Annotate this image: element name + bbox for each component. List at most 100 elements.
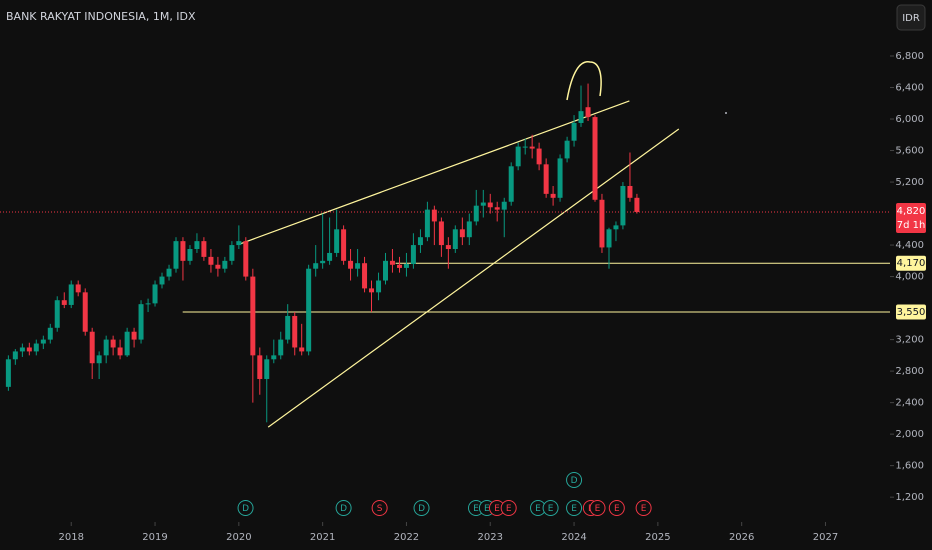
candle-body	[306, 268, 312, 352]
y-tick-label: 2,400	[895, 398, 924, 409]
candle-body	[264, 359, 270, 379]
candle-body	[613, 225, 619, 230]
candle-body	[410, 245, 416, 264]
candle-body	[285, 315, 291, 340]
candle-body	[26, 347, 32, 352]
event-marker	[589, 500, 606, 516]
candle-body	[180, 241, 186, 261]
candle-body	[299, 347, 305, 352]
candle-body	[201, 241, 207, 257]
event-label: D	[340, 504, 347, 514]
candle-body	[459, 229, 465, 238]
candle-body	[159, 276, 165, 285]
candle-body	[271, 355, 277, 360]
candle-body	[564, 140, 570, 159]
candle-body	[61, 300, 67, 305]
event-label: S	[377, 504, 383, 514]
candle-body	[620, 185, 626, 226]
candle-body	[243, 241, 249, 277]
price-tag-countdown: 7d 1h	[897, 220, 926, 231]
y-tick-label: 4,400	[895, 240, 924, 251]
candle-body	[5, 359, 11, 387]
candle-body	[627, 185, 633, 198]
candle-body	[396, 264, 402, 268]
event-label: D	[571, 476, 578, 486]
candle-body	[75, 284, 81, 293]
candle-body	[110, 339, 116, 348]
candle-body	[515, 146, 521, 167]
event-label: E	[473, 504, 479, 514]
event-label: E	[535, 504, 541, 514]
candle-body	[173, 241, 179, 269]
event-marker	[566, 472, 583, 488]
candle-body	[522, 146, 528, 148]
event-label: E	[484, 504, 490, 514]
trend-line	[239, 100, 630, 245]
candle-body	[494, 207, 500, 210]
candle-body	[417, 237, 423, 246]
candle-body	[152, 284, 158, 304]
candle-body	[536, 148, 542, 165]
candle-body	[208, 256, 214, 265]
candle-body	[452, 229, 458, 250]
candle-body	[236, 241, 242, 246]
candle-body	[187, 249, 193, 261]
y-tick-label: 5,200	[895, 177, 924, 188]
candle-body	[166, 268, 172, 277]
y-tick-label: 3,200	[895, 335, 924, 346]
candle-body	[348, 260, 354, 269]
event-marker	[500, 500, 517, 516]
candle-body	[320, 260, 326, 264]
candle-body	[47, 327, 53, 340]
event-marker	[371, 500, 388, 516]
currency-button[interactable]	[896, 4, 926, 31]
y-tick-label: 1,200	[895, 492, 924, 503]
event-marker	[335, 500, 352, 516]
candle-body	[480, 202, 486, 206]
candle-body	[278, 339, 284, 356]
candle-body	[592, 117, 598, 200]
candle-body	[389, 260, 395, 265]
candle-body	[131, 331, 137, 340]
candle-body	[33, 343, 39, 352]
candle-body	[292, 315, 298, 348]
candle-body	[557, 158, 563, 198]
event-label: E	[548, 504, 554, 514]
candle-body	[445, 245, 451, 250]
event-marker	[413, 500, 430, 516]
y-tick-label: 4,000	[895, 272, 924, 283]
candle-body	[117, 347, 123, 356]
event-label: D	[242, 504, 249, 514]
candle-body	[229, 245, 235, 261]
candle-body	[355, 263, 361, 269]
x-tick-label: 2024	[561, 532, 586, 543]
candle-body	[599, 199, 605, 248]
candle-body	[194, 241, 200, 250]
candle-body	[215, 264, 221, 269]
candle-body	[103, 339, 109, 356]
event-label: E	[595, 504, 601, 514]
candle-body	[487, 202, 493, 208]
candle-body	[362, 263, 368, 289]
x-tick-label: 2026	[729, 532, 754, 543]
price-tag	[896, 202, 926, 233]
candle-body	[313, 263, 319, 269]
x-tick-label: 2027	[813, 532, 838, 543]
trend-line	[267, 128, 680, 428]
y-tick-label: 1,600	[895, 461, 924, 472]
price-tag-label: 4,820	[897, 206, 926, 217]
candle-body	[327, 252, 333, 261]
x-tick-label: 2021	[310, 532, 335, 543]
candle-body	[334, 229, 340, 253]
y-tick-label: 2,800	[895, 366, 924, 377]
event-marker	[237, 500, 254, 516]
event-label: E	[571, 504, 577, 514]
candle-body	[543, 164, 549, 194]
x-tick-label: 2025	[645, 532, 670, 543]
price-tag-label: 4,170	[897, 258, 926, 269]
x-tick-label: 2023	[478, 532, 503, 543]
candle-body	[89, 331, 95, 364]
x-tick-label: 2018	[59, 532, 84, 543]
event-label: E	[641, 504, 647, 514]
y-tick-label: 6,400	[895, 83, 924, 94]
